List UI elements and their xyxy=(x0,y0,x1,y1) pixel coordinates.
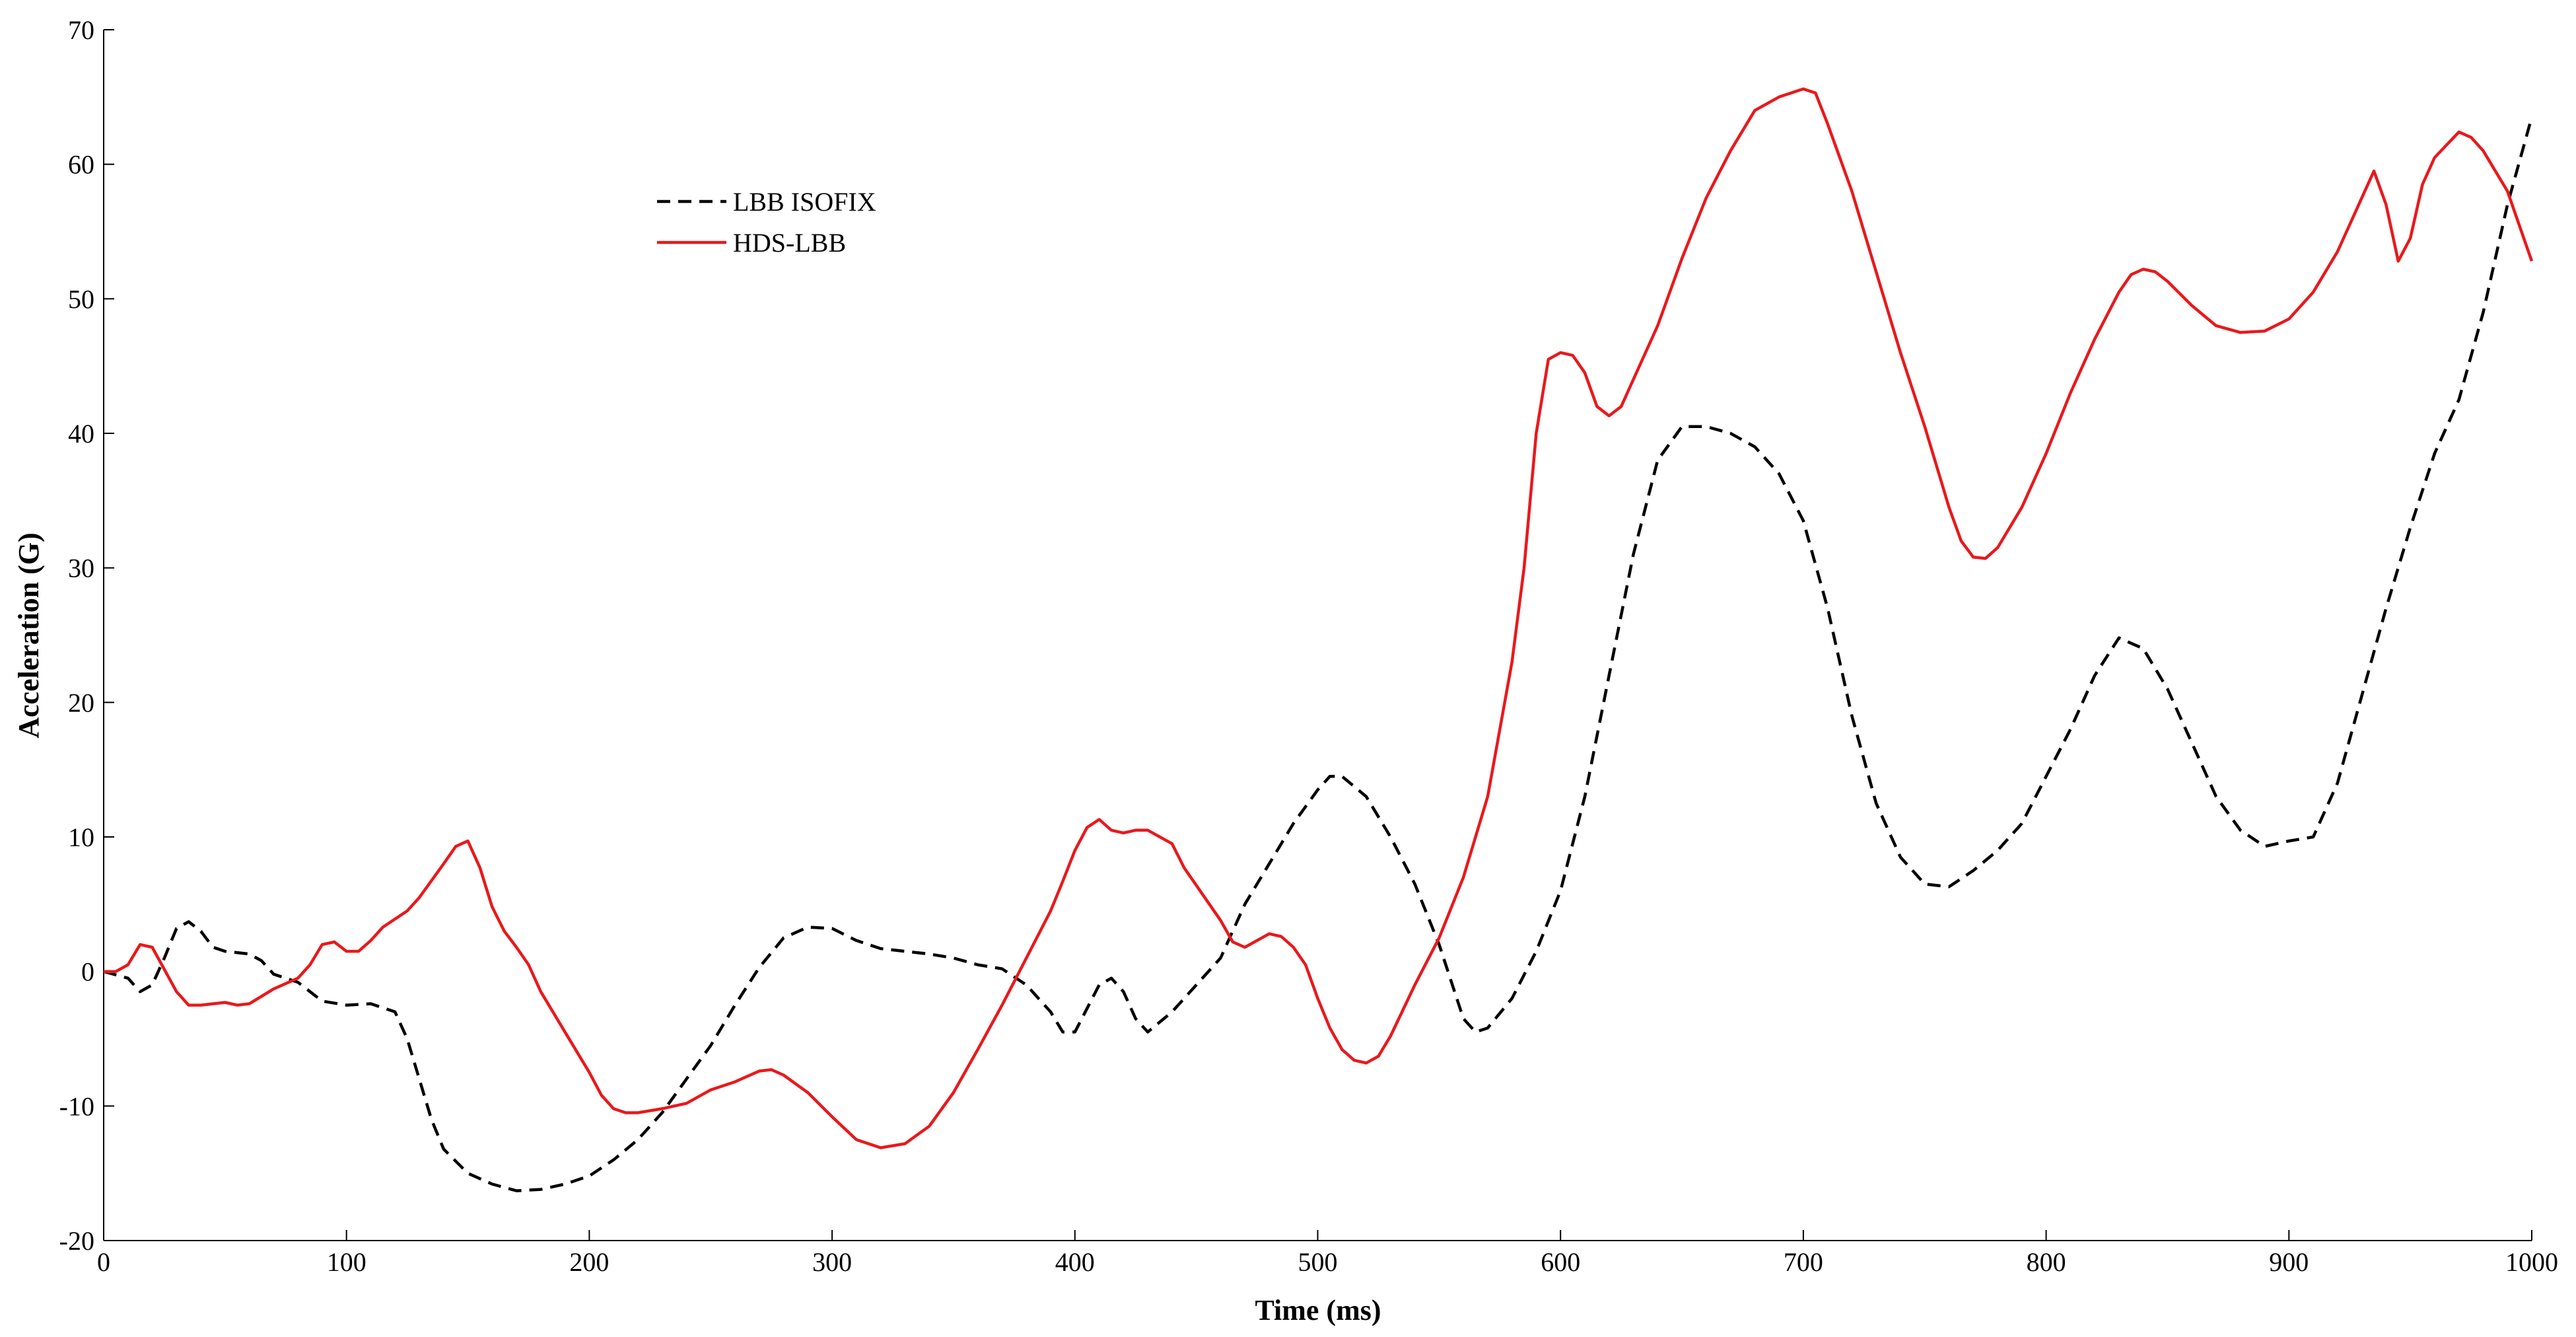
x-tick-label: 0 xyxy=(97,1247,110,1277)
y-axis-label: Acceleration (G) xyxy=(13,532,45,739)
data-line xyxy=(103,116,2534,1192)
y-tick-label: 30 xyxy=(68,554,94,583)
x-tick-label: 700 xyxy=(1784,1247,1823,1277)
y-tick-label: 40 xyxy=(68,419,94,449)
y-tick-label: 0 xyxy=(81,957,94,987)
y-tick-label: 70 xyxy=(68,15,94,45)
x-tick-label: 400 xyxy=(1055,1247,1095,1277)
x-axis-label: Time (ms) xyxy=(1255,1294,1381,1326)
x-tick-label: 500 xyxy=(1298,1247,1338,1277)
x-tick-label: 900 xyxy=(2269,1247,2309,1277)
y-tick-label: 50 xyxy=(68,284,94,314)
data-line xyxy=(104,87,2534,1149)
y-tick-label: -20 xyxy=(59,1226,94,1256)
x-tick-label: 800 xyxy=(2027,1247,2066,1277)
x-tick-label: 1000 xyxy=(2505,1247,2558,1277)
legend-label: LBB ISOFIX xyxy=(733,187,876,217)
x-tick-label: 600 xyxy=(1541,1247,1580,1277)
y-tick-label: 60 xyxy=(68,150,94,180)
y-tick-label: -10 xyxy=(59,1091,94,1121)
x-tick-label: 300 xyxy=(812,1247,852,1277)
x-tick-label: 200 xyxy=(569,1247,609,1277)
y-tick-label: 20 xyxy=(68,688,94,717)
x-tick-label: 100 xyxy=(327,1247,366,1277)
legend-label: HDS-LBB xyxy=(733,228,846,258)
y-tick-label: 10 xyxy=(68,822,94,852)
